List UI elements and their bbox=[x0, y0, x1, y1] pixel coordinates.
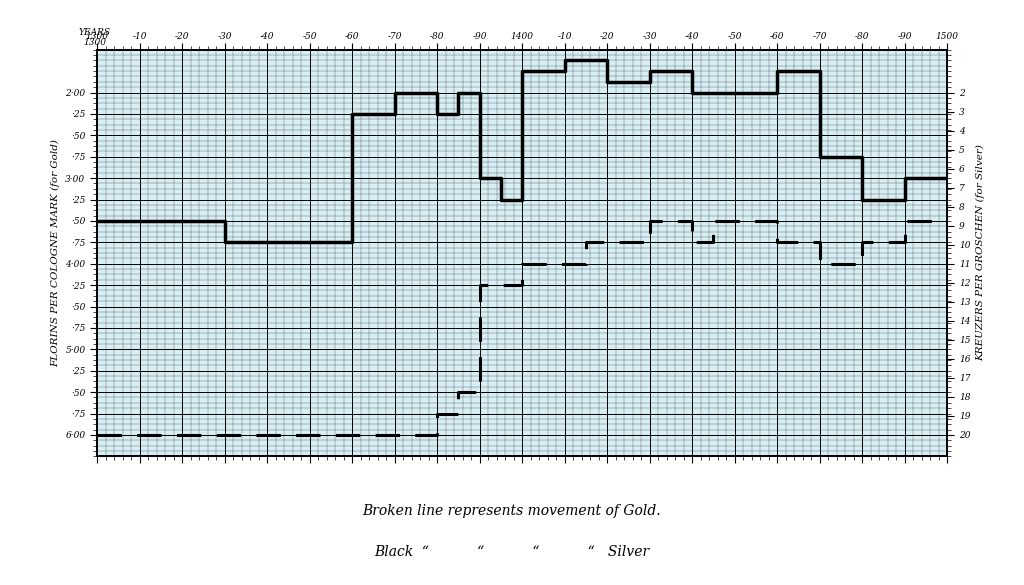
Y-axis label: KREUZERS PER GROSCHEN (for Silver): KREUZERS PER GROSCHEN (for Silver) bbox=[976, 144, 985, 362]
Text: YEARS
1300: YEARS 1300 bbox=[79, 27, 111, 47]
Text: Black  “           “           “           “   Silver: Black “ “ “ “ Silver bbox=[375, 545, 649, 559]
Y-axis label: FLORINS PER COLOGNE MARK (for Gold): FLORINS PER COLOGNE MARK (for Gold) bbox=[50, 139, 59, 367]
Text: Broken line represents movement of Gold.: Broken line represents movement of Gold. bbox=[362, 504, 662, 518]
